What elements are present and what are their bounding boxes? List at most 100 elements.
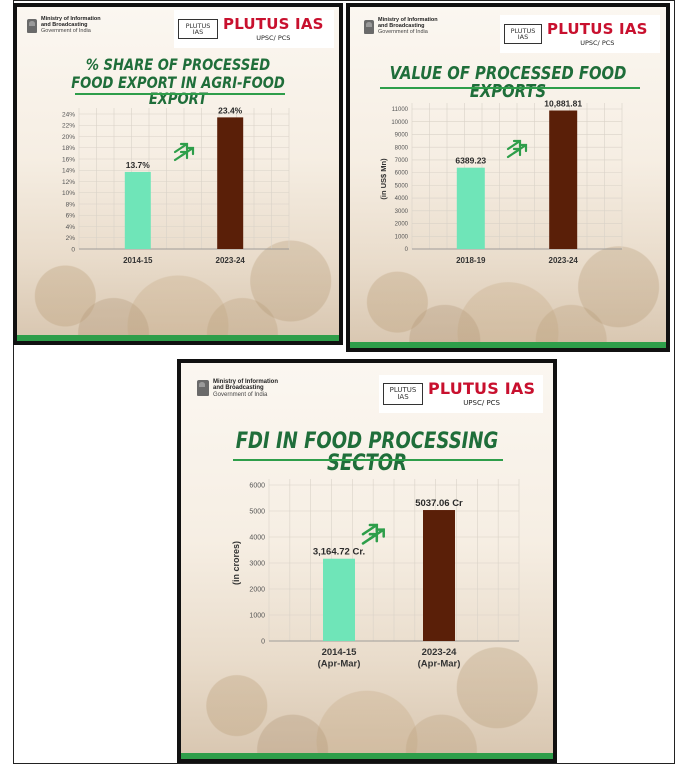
panel-share-processed-food: Ministry of Information and Broadcasting… [13, 3, 343, 345]
y-tick-label: 8% [66, 201, 76, 208]
title-underline [233, 459, 503, 461]
y-tick-label: 9000 [395, 133, 409, 139]
title-underline [75, 93, 285, 95]
y-tick-label: 0 [71, 246, 75, 253]
logo-main-text: PLUTUS IAS [428, 379, 536, 398]
bar-value-label: 5037.06 Cr [415, 498, 463, 509]
y-tick-label: 6000 [249, 482, 265, 489]
logo-sub-text: UPSC/ PCS [580, 38, 615, 47]
y-tick-label: 2000 [249, 586, 265, 593]
growth-arrows-icon [506, 139, 528, 159]
y-axis: 0 2% 4% 6% 8% 10% 12% 14% 16% 18% 20% 22% 24% [62, 111, 75, 253]
y-tick-label: 12% [62, 179, 75, 186]
logo-main-text: PLUTUS IAS [223, 14, 324, 33]
y-tick-label: 5000 [249, 508, 265, 515]
ministry-name-line2: and Broadcasting [41, 21, 88, 28]
panel-background: Ministry of Information and Broadcasting… [350, 7, 666, 348]
panel-background: Ministry of Information and Broadcasting… [181, 363, 553, 759]
logo-box-line1: PLUTUS [185, 21, 211, 30]
y-tick-label: 6% [66, 213, 76, 220]
food-background-texture [17, 190, 339, 341]
growth-arrows-icon [173, 142, 195, 162]
gridlines [268, 479, 520, 642]
panel-value-processed-food: Ministry of Information and Broadcasting… [346, 3, 670, 352]
y-tick-label: 20% [62, 134, 75, 141]
y-tick-label: 2000 [395, 222, 409, 228]
logo-box-line2: IAS [517, 33, 529, 41]
x-tick-label: 2023-24 [216, 256, 246, 265]
bar-2023-24 [217, 117, 244, 249]
page-frame [13, 0, 675, 764]
logo-box-line2: IAS [397, 393, 409, 401]
y-tick-label: 4000 [249, 534, 265, 541]
logo-sub-text: UPSC/ PCS [256, 33, 291, 42]
logo-box-line1: PLUTUS [389, 386, 417, 394]
y-tick-label: 3000 [249, 560, 265, 567]
growth-arrows-icon [361, 523, 385, 545]
x-tick-label: 2014-15 [322, 647, 358, 658]
y-tick-label: 22% [62, 123, 75, 130]
y-tick-label: 18% [62, 145, 75, 152]
y-tick-label: 1000 [249, 612, 265, 619]
bar-2023-24 [549, 110, 578, 249]
x-tick-label: 2014-15 [123, 256, 153, 265]
y-tick-label: 1000 [395, 234, 409, 240]
bar-2018-19 [456, 167, 485, 249]
national-emblem-icon [364, 19, 374, 34]
y-tick-label: 24% [62, 111, 75, 118]
y-tick-label: 4000 [395, 196, 409, 202]
ministry-name-line1: Ministry of Information [213, 379, 278, 385]
plutus-ias-logo: PLUTUS IAS PLUTUS IAS UPSC/ PCS [500, 15, 660, 53]
panel-background: Ministry of Information and Broadcasting… [17, 7, 339, 341]
ministry-name-line1: Ministry of Information [378, 17, 438, 23]
plutus-ias-logo: PLUTUS IAS PLUTUS IAS UPSC/ PCS [174, 10, 334, 48]
y-axis: 0 1000 2000 3000 4000 5000 6000 [249, 482, 265, 645]
arrow-stroke [361, 532, 379, 545]
logo-sub-text: UPSC/ PCS [463, 399, 500, 407]
x-tick-label: (Apr-Mar) [318, 659, 361, 670]
bar-value-label: 23.4% [218, 105, 243, 115]
logo-box-line2: IAS [192, 28, 204, 36]
arrow-stroke [506, 147, 522, 159]
bar-2014-15 [124, 171, 151, 249]
ministry-government: Government of India [41, 27, 91, 34]
x-tick-label: 2023-24 [549, 256, 579, 265]
arrow-stroke [173, 150, 189, 162]
food-background-texture [350, 194, 666, 348]
footer-green-bar [17, 335, 339, 341]
national-emblem-icon [197, 380, 209, 397]
arrow-stroke [361, 523, 379, 536]
ministry-government: Government of India [213, 391, 268, 398]
food-background-texture [181, 580, 553, 759]
chart-title-line1: % SHARE OF PROCESSED [85, 55, 271, 74]
footer-green-bar [181, 753, 553, 759]
chart-fdi-food-processing: 0 1000 2000 3000 4000 5000 6000 (in crores) 3,16… [231, 479, 520, 670]
y-tick-label: 14% [62, 168, 75, 175]
footer-green-bar [350, 342, 666, 348]
chart-title: VALUE OF PROCESSED FOOD EXPORTS [389, 63, 627, 102]
y-tick-label: 10000 [391, 120, 408, 126]
ministry-government: Government of India [378, 28, 428, 35]
bar-value-label: 3,164.72 Cr. [313, 547, 365, 558]
x-tick-label: 2018-19 [456, 256, 486, 265]
y-tick-label: 5000 [395, 183, 409, 189]
panel-fdi-food-processing: Ministry of Information and Broadcasting… [177, 359, 557, 763]
y-axis: 0 1000 2000 3000 4000 5000 6000 7000 8000 9000 100… [391, 107, 408, 253]
ministry-name-line1: Ministry of Information [41, 16, 101, 22]
bar-value-label: 13.7% [126, 160, 151, 170]
plutus-ias-logo: PLUTUS IAS PLUTUS IAS UPSC/ PCS [379, 375, 543, 413]
chart-share-processed-food: 0 2% 4% 6% 8% 10% 12% 14% 16% 18% 20% 22% 24% 13.7% 20… [62, 105, 290, 265]
ministry-header: Ministry of Information and Broadcasting… [197, 379, 278, 398]
y-axis-label: (in crores) [231, 541, 241, 585]
bar-value-label: 6389.23 [455, 156, 486, 166]
national-emblem-icon [27, 18, 37, 33]
y-tick-label: 6000 [395, 171, 409, 177]
y-axis-label: (in US$ Mn) [379, 158, 388, 200]
y-tick-label: 0 [261, 638, 265, 645]
ministry-header: Ministry of Information and Broadcasting… [27, 16, 101, 34]
gridlines [411, 103, 623, 250]
x-tick-label: 2023-24 [422, 647, 458, 658]
y-tick-label: 8000 [395, 145, 409, 151]
y-tick-label: 10% [62, 190, 75, 197]
bar-value-label: 10,881.81 [544, 99, 582, 109]
